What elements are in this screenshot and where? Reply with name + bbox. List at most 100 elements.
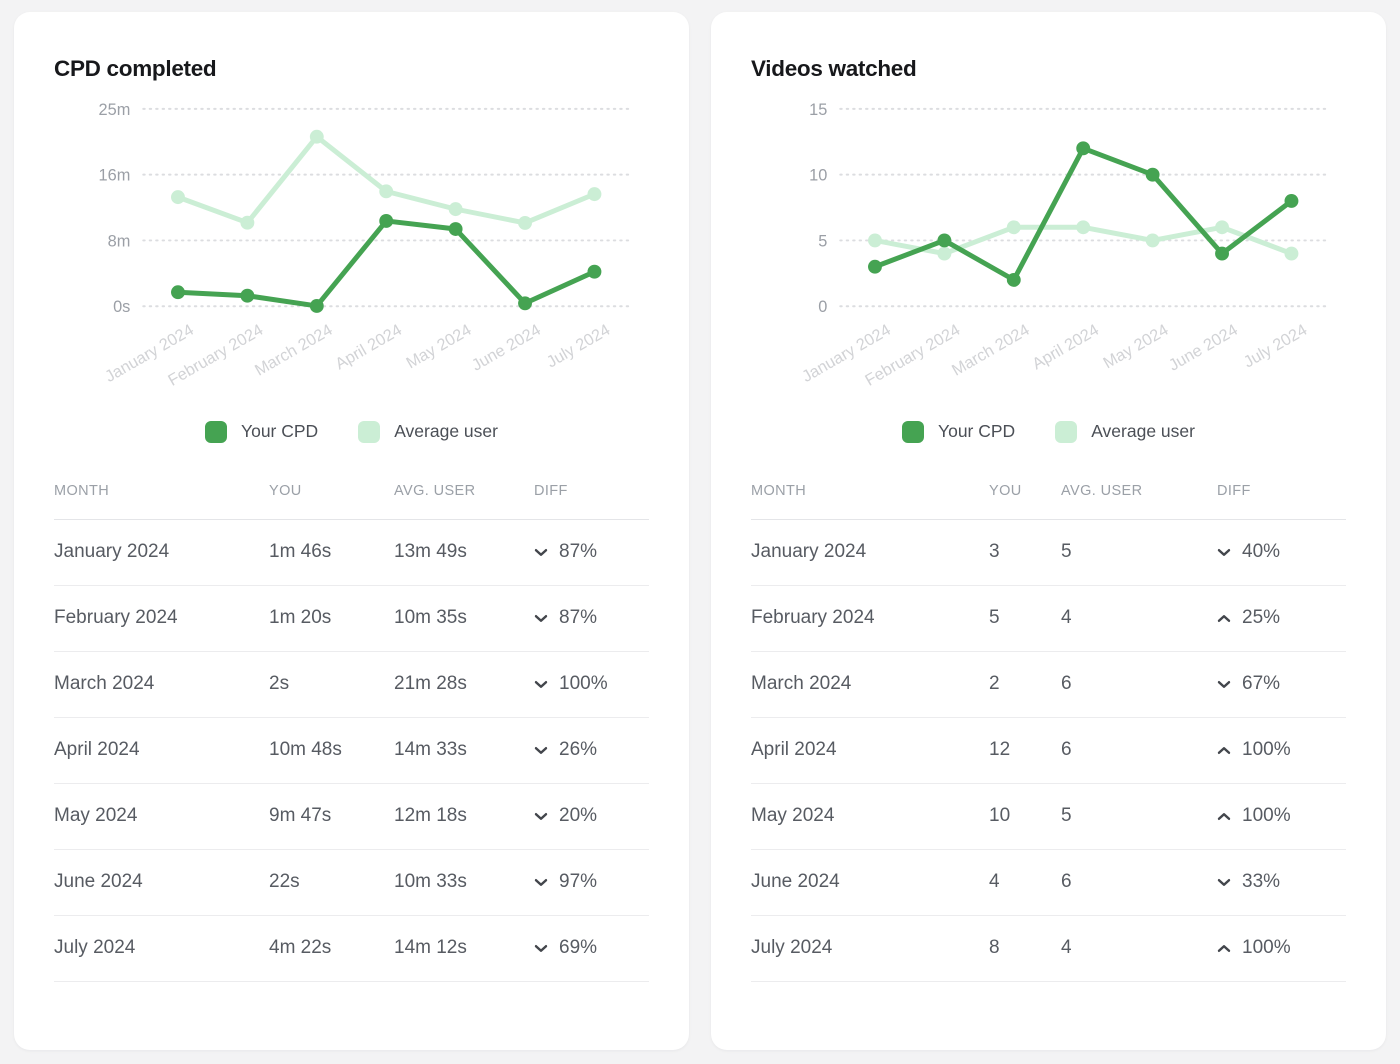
month-cell: July 2024 (751, 915, 989, 982)
you-cell: 22s (269, 849, 394, 916)
avg-user-cell: 21m 28s (394, 651, 534, 718)
svg-text:March 2024: March 2024 (949, 321, 1033, 380)
diff-value: 20% (559, 805, 598, 827)
diff-cell: 100% (534, 651, 649, 718)
avg-user-cell: 5 (1061, 519, 1217, 586)
diff-cell: 100% (1217, 783, 1346, 850)
legend-label: Average user (1091, 421, 1195, 442)
avg-user-cell: 13m 49s (394, 519, 534, 586)
legend-item-your-cpd[interactable]: Your CPD (902, 420, 1016, 443)
avg-user-cell: 4 (1061, 915, 1217, 982)
chart-legend: Your CPD Average user (54, 420, 649, 443)
col-header-you: YOU (989, 476, 1061, 520)
you-cell: 2s (269, 651, 394, 718)
average-user-swatch (358, 420, 381, 443)
you-cell: 8 (989, 915, 1061, 982)
col-header-avg-user: AVG. USER (394, 476, 534, 520)
trend-down-icon (534, 680, 548, 689)
you-cell: 1m 20s (269, 585, 394, 652)
svg-text:5: 5 (818, 232, 827, 250)
legend-item-average-user[interactable]: Average user (1055, 420, 1195, 443)
month-cell: February 2024 (751, 585, 989, 652)
avg-user-cell: 6 (1061, 651, 1217, 718)
diff-value: 26% (559, 739, 598, 761)
table-row: July 2024 4m 22s 14m 12s 69% (54, 915, 649, 982)
table-row: February 2024 5 4 25% (751, 585, 1346, 652)
legend-label: Your CPD (938, 421, 1016, 442)
legend-item-average-user[interactable]: Average user (358, 420, 498, 443)
diff-cell: 87% (534, 519, 649, 586)
diff-cell: 100% (1217, 717, 1346, 784)
table-row: January 2024 1m 46s 13m 49s 87% (54, 519, 649, 586)
trend-down-icon (534, 878, 548, 887)
svg-text:16m: 16m (99, 167, 131, 185)
diff-cell: 69% (534, 915, 649, 982)
month-cell: April 2024 (751, 717, 989, 784)
avg-user-cell: 4 (1061, 585, 1217, 652)
avg-user-cell: 5 (1061, 783, 1217, 850)
you-cell: 12 (989, 717, 1061, 784)
trend-down-icon (1217, 548, 1231, 557)
month-cell: February 2024 (54, 585, 269, 652)
videos-watched-card: Videos watched 0 5 10 15 January 2024 Februar… (711, 12, 1386, 1050)
table-row: May 2024 10 5 100% (751, 783, 1346, 850)
avg-user-cell: 14m 12s (394, 915, 534, 982)
diff-cell: 97% (534, 849, 649, 916)
trend-down-icon (534, 746, 548, 755)
svg-text:15: 15 (809, 101, 827, 119)
card-title: CPD completed (54, 56, 217, 81)
cpd-completed-card: CPD completed 0s 8m 16m 25m January 2024 Febr… (14, 12, 689, 1050)
diff-cell: 100% (1217, 915, 1346, 982)
svg-text:April 2024: April 2024 (1029, 321, 1102, 373)
card-title: Videos watched (751, 56, 917, 81)
trend-down-icon (534, 812, 548, 821)
you-cell: 10 (989, 783, 1061, 850)
col-header-month: MONTH (54, 476, 269, 520)
diff-value: 100% (1242, 739, 1291, 761)
your-cpd-swatch (902, 420, 925, 443)
you-cell: 1m 46s (269, 519, 394, 586)
month-cell: July 2024 (54, 915, 269, 982)
avg-user-cell: 12m 18s (394, 783, 534, 850)
svg-text:March 2024: March 2024 (252, 321, 336, 380)
you-cell: 2 (989, 651, 1061, 718)
legend-label: Average user (394, 421, 498, 442)
chart-legend: Your CPD Average user (751, 420, 1346, 443)
diff-value: 87% (559, 541, 598, 563)
svg-text:8m: 8m (108, 232, 131, 250)
table-row: April 2024 12 6 100% (751, 717, 1346, 784)
diff-value: 100% (1242, 937, 1291, 959)
avg-user-cell: 14m 33s (394, 717, 534, 784)
month-cell: March 2024 (54, 651, 269, 718)
table-row: January 2024 3 5 40% (751, 519, 1346, 586)
svg-text:June 2024: June 2024 (469, 321, 544, 375)
month-cell: April 2024 (54, 717, 269, 784)
avg-user-cell: 10m 35s (394, 585, 534, 652)
diff-value: 40% (1242, 541, 1281, 563)
average-user-swatch (1055, 420, 1078, 443)
svg-text:July 2024: July 2024 (544, 321, 614, 372)
month-cell: May 2024 (751, 783, 989, 850)
you-cell: 5 (989, 585, 1061, 652)
diff-value: 87% (559, 607, 598, 629)
you-cell: 10m 48s (269, 717, 394, 784)
legend-item-your-cpd[interactable]: Your CPD (205, 420, 319, 443)
diff-value: 25% (1242, 607, 1281, 629)
trend-up-icon (1217, 746, 1231, 755)
svg-text:May 2024: May 2024 (1100, 321, 1171, 373)
diff-cell: 67% (1217, 651, 1346, 718)
month-cell: March 2024 (751, 651, 989, 718)
table-row: May 2024 9m 47s 12m 18s 20% (54, 783, 649, 850)
you-cell: 9m 47s (269, 783, 394, 850)
avg-user-cell: 10m 33s (394, 849, 534, 916)
table-row: February 2024 1m 20s 10m 35s 87% (54, 585, 649, 652)
avg-user-cell: 6 (1061, 849, 1217, 916)
col-header-you: YOU (269, 476, 394, 520)
table-header-row: MONTH YOU AVG. USER DIFF (54, 476, 649, 520)
legend-label: Your CPD (241, 421, 319, 442)
diff-value: 69% (559, 937, 598, 959)
you-cell: 4m 22s (269, 915, 394, 982)
